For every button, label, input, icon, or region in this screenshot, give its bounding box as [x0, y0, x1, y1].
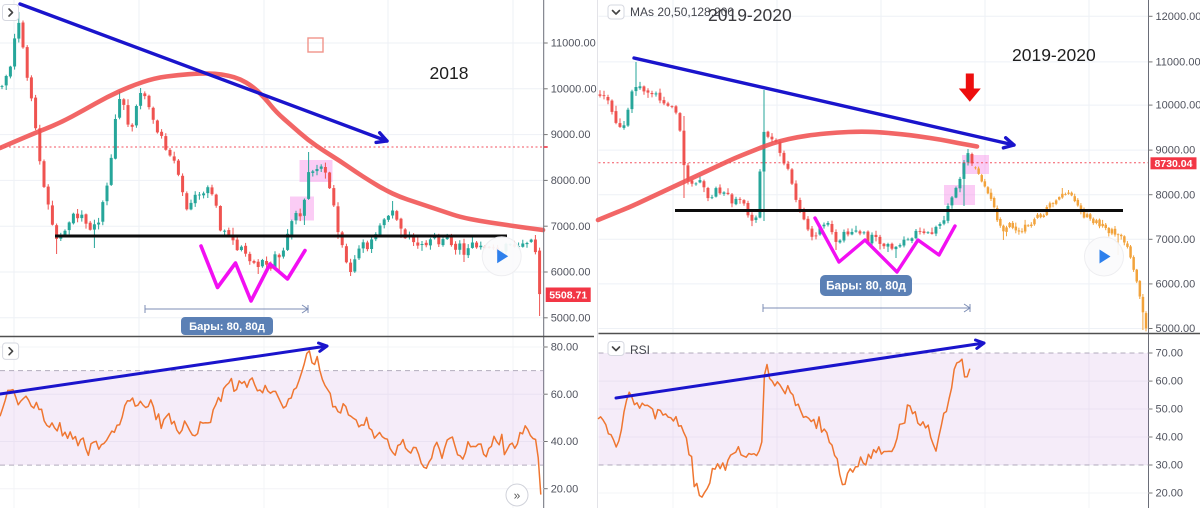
svg-text:2019-2020: 2019-2020 [1012, 45, 1096, 65]
svg-text:RSI: RSI [630, 343, 650, 357]
svg-text:11000.00: 11000.00 [551, 38, 596, 50]
svg-text:Бары: 80, 80д: Бары: 80, 80д [826, 279, 906, 293]
svg-text:2019-2020: 2019-2020 [708, 5, 792, 25]
svg-text:10000.00: 10000.00 [551, 83, 597, 95]
svg-text:50.00: 50.00 [1156, 404, 1184, 416]
svg-text:6000.00: 6000.00 [551, 267, 591, 279]
svg-text:70.00: 70.00 [1156, 348, 1184, 360]
svg-text:12000.00: 12000.00 [1156, 11, 1200, 23]
svg-text:8000.00: 8000.00 [551, 175, 591, 187]
svg-text:5000.00: 5000.00 [1156, 323, 1196, 335]
svg-text:6000.00: 6000.00 [1156, 279, 1196, 291]
svg-text:30.00: 30.00 [1156, 460, 1184, 472]
svg-text:60.00: 60.00 [1156, 376, 1184, 388]
svg-text:»: » [514, 489, 521, 503]
svg-text:40.00: 40.00 [551, 436, 579, 448]
svg-text:40.00: 40.00 [1156, 432, 1184, 444]
svg-text:2018: 2018 [430, 63, 469, 83]
svg-text:9000.00: 9000.00 [551, 129, 591, 141]
svg-text:7000.00: 7000.00 [1156, 234, 1196, 246]
svg-text:5000.00: 5000.00 [551, 312, 591, 324]
svg-text:7000.00: 7000.00 [551, 221, 591, 233]
svg-text:Бары: 80, 80д: Бары: 80, 80д [189, 321, 265, 333]
svg-text:9000.00: 9000.00 [1156, 145, 1196, 157]
svg-text:5508.71: 5508.71 [549, 290, 587, 302]
svg-text:11000.00: 11000.00 [1156, 57, 1200, 69]
svg-text:8730.04: 8730.04 [1155, 158, 1193, 170]
svg-text:80.00: 80.00 [551, 342, 579, 354]
svg-text:60.00: 60.00 [551, 389, 579, 401]
svg-text:8000.00: 8000.00 [1156, 189, 1196, 201]
svg-text:20.00: 20.00 [1156, 488, 1184, 500]
svg-text:20.00: 20.00 [551, 483, 579, 495]
svg-text:MAs 20,50,128,200: MAs 20,50,128,200 [630, 5, 734, 19]
svg-text:10000.00: 10000.00 [1156, 100, 1200, 112]
